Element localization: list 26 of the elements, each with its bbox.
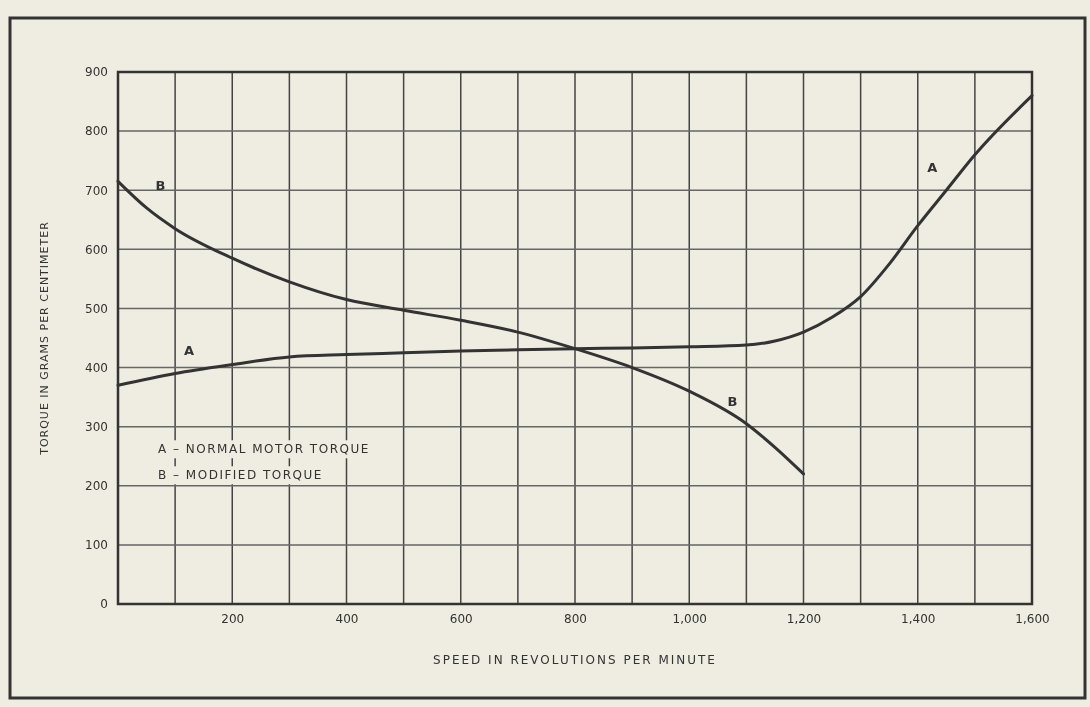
y-tick-label: 300 xyxy=(85,420,108,435)
x-tick-label: 400 xyxy=(335,611,359,626)
y-tick-label: 600 xyxy=(85,242,108,257)
x-tick-label: 1,200 xyxy=(786,611,822,626)
x-tick-label: 1,400 xyxy=(901,611,936,626)
x-axis-title: SPEED IN REVOLUTIONS PER MINUTE xyxy=(433,653,717,667)
y-tick-label: 500 xyxy=(85,301,108,316)
series-label: B xyxy=(727,393,738,409)
y-tick-label: 0 xyxy=(100,597,108,612)
x-tick-label: 600 xyxy=(449,611,473,626)
y-axis-title: TORQUE IN GRAMS PER CENTIMETER xyxy=(38,221,51,456)
x-tick-label: 1,600 xyxy=(1015,611,1050,626)
y-tick-label: 200 xyxy=(85,479,108,494)
x-tick-label: 800 xyxy=(564,611,587,626)
annotation: B – MODIFIED TORQUE xyxy=(157,468,323,483)
annotation: A – NORMAL MOTOR TORQUE xyxy=(157,442,370,457)
text: A xyxy=(927,160,938,176)
y-tick-label: 800 xyxy=(85,124,108,139)
series-label: A xyxy=(184,343,195,359)
y-tick-label: 900 xyxy=(85,65,108,80)
y-tick-label: 400 xyxy=(85,360,108,375)
y-tick-label: 100 xyxy=(85,538,108,553)
x-tick-label: 1,000 xyxy=(672,611,707,626)
text: B xyxy=(155,177,166,193)
x-tick-label: 200 xyxy=(221,611,245,626)
y-tick-label: 700 xyxy=(85,183,108,198)
